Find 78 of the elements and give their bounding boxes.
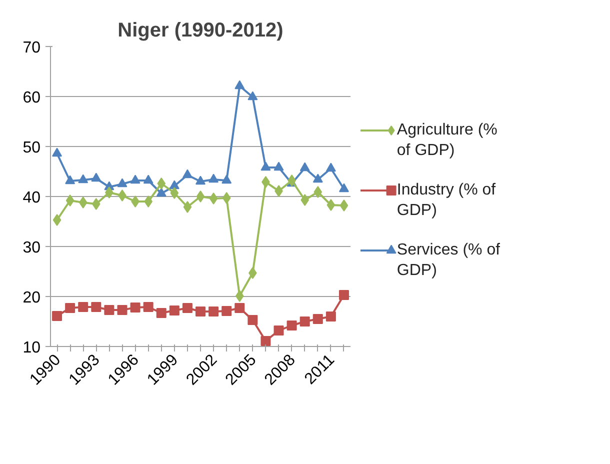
point bbox=[248, 91, 258, 100]
point bbox=[312, 314, 323, 324]
point bbox=[78, 174, 88, 184]
y-tick-label: 50 bbox=[22, 140, 41, 156]
point bbox=[222, 306, 232, 316]
point bbox=[274, 185, 283, 197]
point bbox=[52, 148, 62, 157]
point bbox=[314, 186, 322, 198]
point bbox=[248, 267, 257, 279]
point bbox=[182, 303, 192, 313]
point bbox=[91, 302, 102, 312]
point bbox=[340, 200, 348, 212]
point bbox=[52, 214, 62, 226]
point bbox=[183, 201, 192, 213]
point bbox=[222, 174, 232, 184]
y-tick-label: 30 bbox=[22, 240, 41, 256]
point bbox=[260, 336, 271, 346]
point bbox=[66, 194, 74, 206]
point bbox=[156, 308, 166, 318]
point bbox=[65, 175, 76, 184]
point bbox=[300, 162, 310, 172]
point bbox=[338, 183, 349, 192]
y-tick-label: 60 bbox=[22, 90, 41, 106]
point bbox=[222, 192, 231, 204]
legend-label: Industry (% of GDP) bbox=[396, 182, 496, 219]
point bbox=[118, 190, 126, 202]
point bbox=[209, 192, 218, 204]
legend-label: Services (% of GDP) bbox=[396, 242, 501, 279]
point bbox=[196, 176, 206, 185]
point bbox=[234, 80, 245, 90]
point bbox=[182, 169, 192, 178]
point bbox=[208, 306, 219, 316]
legend-label: Agriculture (% of GDP) bbox=[396, 122, 498, 159]
point bbox=[300, 194, 310, 206]
point bbox=[196, 306, 206, 316]
point bbox=[78, 196, 88, 208]
point bbox=[170, 187, 179, 199]
point bbox=[274, 326, 284, 336]
point bbox=[144, 196, 152, 208]
point bbox=[169, 180, 180, 190]
point bbox=[131, 196, 140, 208]
point bbox=[130, 302, 140, 312]
point bbox=[208, 174, 219, 183]
chart-title: Niger (1990-2012) bbox=[118, 20, 284, 42]
point bbox=[117, 305, 128, 315]
point bbox=[196, 190, 205, 202]
point bbox=[288, 174, 296, 186]
point bbox=[104, 305, 114, 315]
point bbox=[105, 186, 114, 198]
y-tick-label: 40 bbox=[22, 190, 41, 206]
point bbox=[234, 303, 245, 313]
point bbox=[326, 312, 336, 322]
point bbox=[117, 178, 128, 188]
point bbox=[157, 178, 166, 190]
point bbox=[338, 290, 349, 300]
point bbox=[260, 162, 271, 171]
point bbox=[143, 302, 154, 312]
point bbox=[326, 199, 336, 211]
point bbox=[78, 302, 88, 312]
point bbox=[143, 174, 154, 184]
point bbox=[156, 188, 166, 197]
point bbox=[235, 290, 244, 302]
point bbox=[92, 198, 100, 210]
y-tick-label: 20 bbox=[22, 290, 41, 306]
point bbox=[326, 162, 336, 172]
point bbox=[91, 172, 102, 182]
point bbox=[65, 303, 76, 313]
y-tick-label: 10 bbox=[22, 340, 41, 356]
point bbox=[248, 315, 258, 325]
point bbox=[262, 176, 270, 188]
point bbox=[286, 320, 297, 330]
point bbox=[274, 162, 284, 171]
y-tick-label: 70 bbox=[22, 40, 41, 56]
point bbox=[169, 306, 180, 316]
point bbox=[52, 311, 62, 321]
point bbox=[300, 316, 310, 326]
point bbox=[312, 174, 323, 183]
point bbox=[130, 174, 140, 184]
